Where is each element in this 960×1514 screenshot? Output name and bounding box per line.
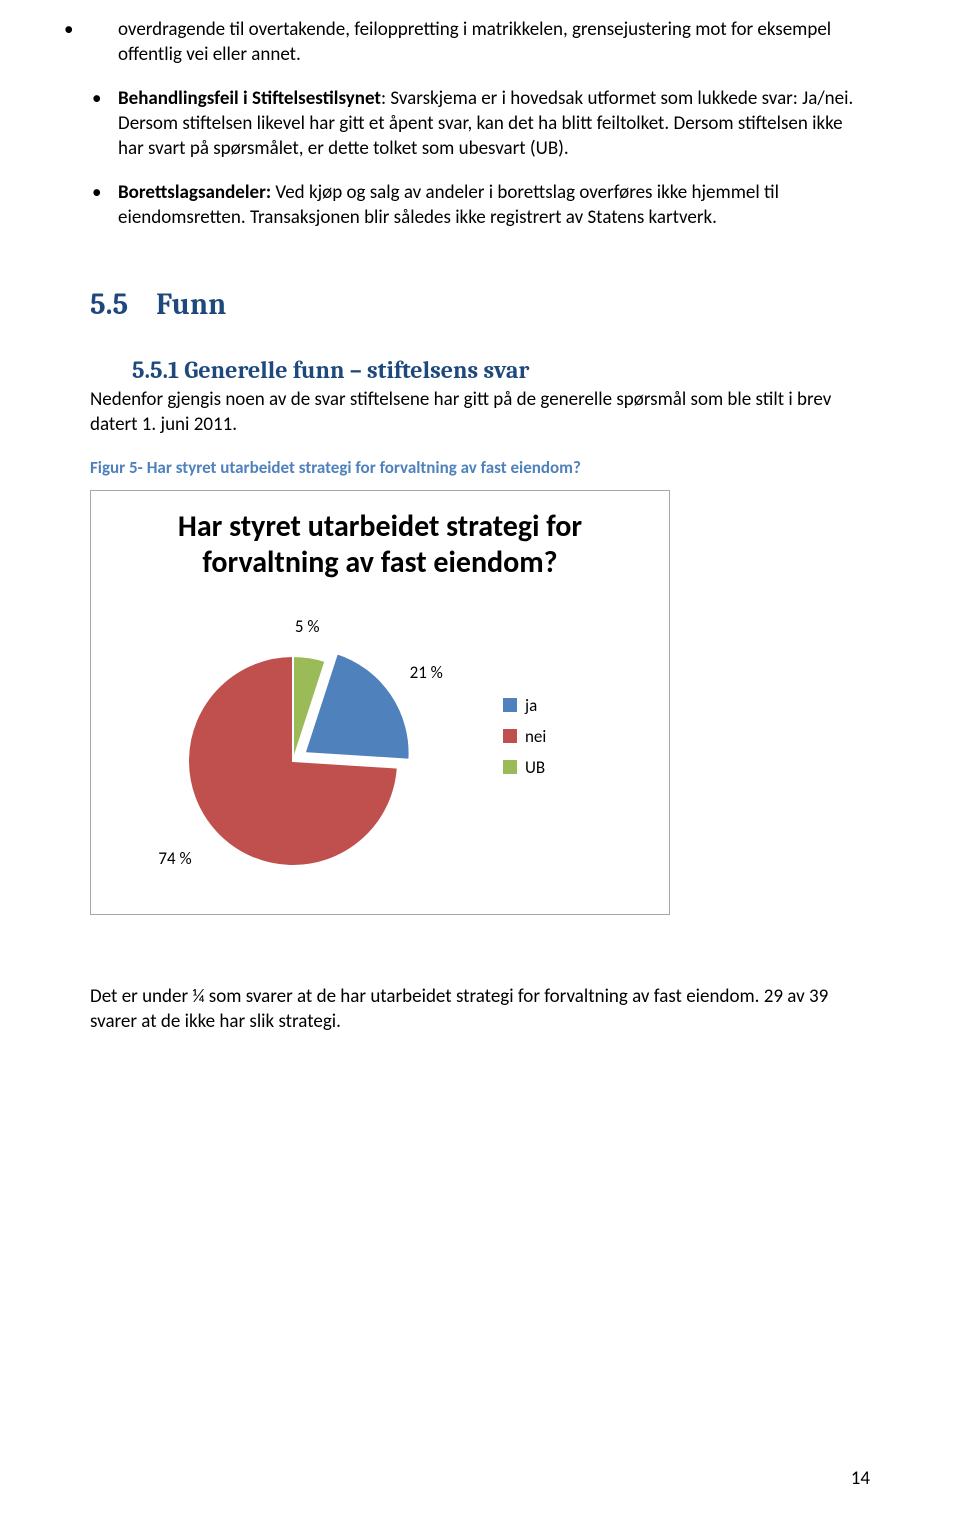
pie-chart-frame: Har styret utarbeidet strategi for forva…: [90, 490, 670, 915]
pie-slice-label: 21 %: [410, 662, 443, 683]
paragraph-intro: Nedenfor gjengis noen av de svar stiftel…: [90, 388, 870, 437]
bullet-item: Behandlingsfeil i Stiftelsestilsynet: Sv…: [118, 87, 870, 161]
legend-label: UB: [525, 757, 545, 778]
heading-5-5: 5.5 Funn: [90, 287, 870, 322]
page-number: 14: [851, 1467, 870, 1490]
heading-title: Funn: [156, 287, 226, 322]
legend-swatch: [503, 698, 517, 712]
bullet-item: Borettslagsandeler: Ved kjøp og salg av …: [118, 181, 870, 230]
bullet-item: overdragende til overtakende, feiloppret…: [90, 18, 870, 67]
pie-slice-label: 74 %: [158, 848, 191, 869]
pie-chart: 21 % 74 % 5 %: [113, 591, 473, 891]
bullet-list: overdragende til overtakende, feiloppret…: [90, 18, 870, 231]
bullet-bold: Behandlingsfeil i Stiftelsestilsynet: [118, 87, 381, 110]
legend-item: ja: [503, 695, 623, 716]
legend-label: nei: [525, 726, 546, 747]
chart-body: 21 % 74 % 5 % ja nei UB: [113, 591, 647, 891]
heading-5-5-1: 5.5.1 Generelle funn – stiftelsens svar: [90, 356, 870, 384]
legend-item: UB: [503, 757, 623, 778]
legend-item: nei: [503, 726, 623, 747]
figure-caption: Figur 5- Har styret utarbeidet strategi …: [90, 457, 870, 478]
legend-swatch: [503, 760, 517, 774]
bullet-text: overdragende til overtakende, feiloppret…: [118, 18, 831, 66]
bullet-bold: Borettslagsandeler:: [118, 181, 271, 204]
legend-swatch: [503, 729, 517, 743]
legend-label: ja: [525, 695, 537, 716]
heading-number: 5.5: [90, 287, 128, 322]
pie-slice-label: 5 %: [295, 616, 320, 637]
chart-title: Har styret utarbeidet strategi for forva…: [113, 509, 647, 581]
paragraph-conclusion: Det er under ¼ som svarer at de har utar…: [90, 985, 870, 1034]
chart-legend: ja nei UB: [473, 695, 623, 788]
